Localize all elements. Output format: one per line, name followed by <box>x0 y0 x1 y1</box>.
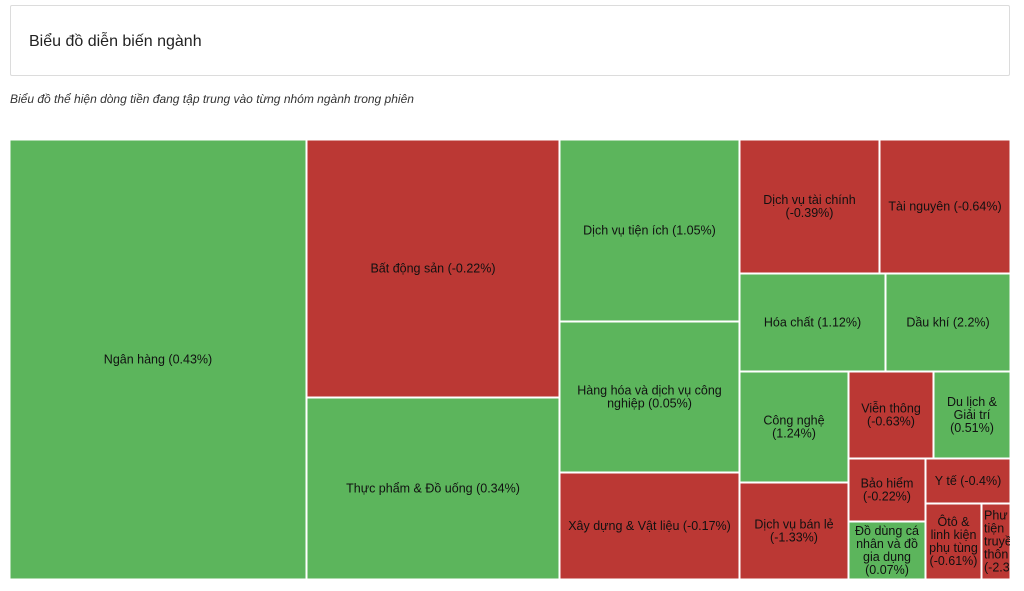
treemap-tile-label: Dịch vụ bán lẻ (-1.33%) <box>754 518 833 545</box>
treemap-tile[interactable]: Y tế (-0.4%) <box>925 458 1011 504</box>
treemap-tile-rect[interactable] <box>559 321 740 473</box>
chart-subtitle: Biểu đồ thể hiện dòng tiền đang tập trun… <box>10 92 414 106</box>
treemap-tile[interactable]: Dịch vụ tiện ích (1.05%) <box>559 139 740 322</box>
treemap-tile-label: Xây dựng & Vật liệu (-0.17%) <box>568 519 731 533</box>
treemap-tile[interactable]: Du lịch & Giải trí (0.51%) <box>933 371 1011 459</box>
treemap-tile-label: Công nghệ (1.24%) <box>763 414 824 441</box>
treemap-tile-label: Dịch vụ tiện ích (1.05%) <box>583 224 716 238</box>
treemap-tile-rect[interactable] <box>848 458 926 522</box>
treemap-tile[interactable]: Xây dựng & Vật liệu (-0.17%) <box>559 472 740 580</box>
treemap-tile-rect[interactable] <box>848 371 934 459</box>
treemap-tile-rect[interactable] <box>925 503 982 580</box>
chart-header-card: Biểu đồ diễn biến ngành <box>10 5 1010 76</box>
treemap-tile-rect[interactable] <box>848 521 926 580</box>
treemap-tile-label: Hóa chất (1.12%) <box>764 316 861 330</box>
treemap-tile[interactable]: Ôtô & linh kiện phụ tùng (-0.61%) <box>925 503 982 580</box>
treemap-tile[interactable]: Hóa chất (1.12%) <box>739 273 886 372</box>
treemap-tile[interactable]: Viễn thông (-0.63%) <box>848 371 934 459</box>
treemap-tile-rect[interactable] <box>306 397 560 580</box>
treemap-tile-label: Hàng hóa và dịch vụ công nghiệp (0.05%) <box>577 384 722 411</box>
treemap-tile[interactable]: Hàng hóa và dịch vụ công nghiệp (0.05%) <box>559 321 740 473</box>
treemap-tile[interactable]: Tài nguyên (-0.64%) <box>879 139 1011 274</box>
treemap-tile[interactable]: Công nghệ (1.24%) <box>739 371 849 483</box>
treemap-tile-rect[interactable] <box>879 139 1011 274</box>
treemap-tile-label: Y tế (-0.4%) <box>935 474 1001 488</box>
treemap-tile-label: Bất động sản (-0.22%) <box>370 262 495 276</box>
treemap-tile-rect[interactable] <box>981 503 1011 580</box>
treemap-tile-rect[interactable] <box>885 273 1011 372</box>
treemap-tile[interactable]: Bất động sản (-0.22%) <box>306 139 560 398</box>
treemap-tile-label: Tài nguyên (-0.64%) <box>888 200 1001 214</box>
treemap-tile-label: Dầu khí (2.2%) <box>906 316 989 330</box>
treemap-tile-label: Đồ dùng cá nhân và đồ gia dụng (0.07%) <box>855 524 919 577</box>
treemap-tile-label: Ngân hàng (0.43%) <box>104 353 212 367</box>
treemap-tile-label: Phư tiện truyề thôn (-2.3 <box>984 509 1012 575</box>
treemap-tile-label: Ôtô & linh kiện phụ tùng (-0.61%) <box>929 514 978 568</box>
treemap-tile[interactable]: Dầu khí (2.2%) <box>885 273 1011 372</box>
treemap-tile-label: Viễn thông (-0.63%) <box>861 401 921 429</box>
treemap-tile[interactable]: Phư tiện truyề thôn (-2.3 <box>981 503 1012 580</box>
treemap-tile[interactable]: Dịch vụ tài chính (-0.39%) <box>739 139 880 274</box>
treemap-tile-rect[interactable] <box>739 139 880 274</box>
treemap-tile-rect[interactable] <box>933 371 1011 459</box>
treemap-tile-label: Bảo hiểm (-0.22%) <box>861 477 914 504</box>
treemap-tile[interactable]: Thực phẩm & Đồ uống (0.34%) <box>306 397 560 580</box>
treemap-tile-rect[interactable] <box>306 139 560 398</box>
treemap-tile-rect[interactable] <box>739 482 849 580</box>
treemap-tile[interactable]: Đồ dùng cá nhân và đồ gia dụng (0.07%) <box>848 521 926 580</box>
treemap-tile-rect[interactable] <box>925 458 1011 504</box>
treemap-tile-label: Du lịch & Giải trí (0.51%) <box>947 395 998 435</box>
treemap-tile-rect[interactable] <box>559 472 740 580</box>
treemap-tile-rect[interactable] <box>739 371 849 483</box>
treemap-tile[interactable]: Ngân hàng (0.43%) <box>9 139 307 580</box>
treemap-tile-rect[interactable] <box>739 273 886 372</box>
treemap-tile-label: Dịch vụ tài chính (-0.39%) <box>763 193 855 220</box>
chart-title: Biểu đồ diễn biến ngành <box>29 33 202 50</box>
treemap-tile-rect[interactable] <box>9 139 307 580</box>
treemap-tile-rect[interactable] <box>559 139 740 322</box>
treemap-tile-label: Thực phẩm & Đồ uống (0.34%) <box>346 482 520 496</box>
treemap-tile[interactable]: Dịch vụ bán lẻ (-1.33%) <box>739 482 849 580</box>
treemap-tile[interactable]: Bảo hiểm (-0.22%) <box>848 458 926 522</box>
